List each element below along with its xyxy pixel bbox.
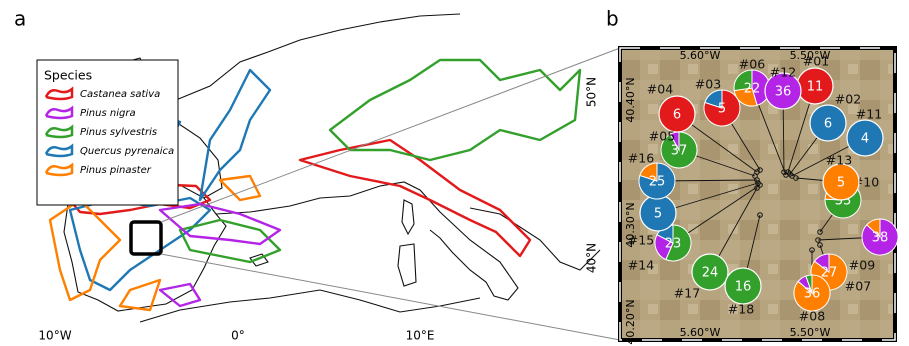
lon-label: 5.60°W <box>680 326 721 339</box>
site-pie: 6 <box>659 96 695 132</box>
site-label: #12 <box>770 65 796 80</box>
site-label: #06 <box>739 57 765 72</box>
legend-title: Species <box>44 68 92 83</box>
site-count: 5 <box>718 102 726 117</box>
zoom-line <box>161 254 620 340</box>
lon-label: 10°W <box>38 329 71 343</box>
site-label: #14 <box>628 258 654 273</box>
site-label: #13 <box>826 153 852 168</box>
site-count: 37 <box>671 144 688 159</box>
site-count: 25 <box>649 175 666 190</box>
site-pie: 16 <box>725 268 761 304</box>
site-count: 11 <box>807 80 824 95</box>
site-label: #11 <box>856 107 882 122</box>
site-pie: 22 <box>734 70 770 106</box>
site-count: 4 <box>861 132 869 147</box>
site-pie: 25 <box>639 163 675 199</box>
site-pie: 11 <box>797 68 833 104</box>
site-count: 36 <box>804 287 821 302</box>
site-count: 6 <box>824 117 832 132</box>
study-area-box <box>131 222 161 254</box>
lat-label: 50°N <box>585 77 599 107</box>
site-count: 6 <box>673 108 681 123</box>
lon-label: 0° <box>231 329 245 343</box>
legend-label: Castanea sativa <box>80 89 160 100</box>
legend-label: Quercus pyrenaica <box>80 146 174 157</box>
site-label: #01 <box>803 54 829 69</box>
site-label: #18 <box>728 302 754 317</box>
site-pie: 38 <box>862 219 898 255</box>
site-pie: 4 <box>847 120 883 156</box>
site-count: 5 <box>837 176 845 191</box>
site-label: #04 <box>647 82 673 97</box>
panel-label: b <box>606 7 619 31</box>
site-pie: 5 <box>640 195 676 231</box>
lat-label: 40°N <box>585 243 599 273</box>
site-pie: 36 <box>794 275 830 311</box>
panel-label: a <box>14 7 26 31</box>
site-label: #16 <box>628 151 654 166</box>
site-count: 23 <box>665 237 682 252</box>
site-pie: 5 <box>704 90 740 126</box>
site-count: 36 <box>775 85 792 100</box>
lon-label: 10°E <box>406 329 435 343</box>
site-label: #09 <box>849 258 875 273</box>
site-label: #03 <box>695 77 721 92</box>
site-count: 22 <box>744 82 761 97</box>
site-label: #08 <box>799 309 825 324</box>
site-label: #02 <box>835 92 861 107</box>
lon-label: 5.60°W <box>680 49 721 62</box>
legend-label: Pinus pinaster <box>80 165 152 176</box>
lat-label: 40.20°N <box>624 299 637 344</box>
site-count: 38 <box>872 231 889 246</box>
site-label: #07 <box>845 279 871 294</box>
legend-label: Pinus nigra <box>80 108 136 119</box>
site-pie: 5 <box>823 164 859 200</box>
figure: a b Species 10°W 0° 10°E 50°N 40°N 5.60°… <box>0 0 909 346</box>
lon-label: 5.50°W <box>790 326 831 339</box>
legend-label: Pinus sylvestris <box>80 127 157 138</box>
lat-label: 40.40°N <box>624 77 637 122</box>
site-count: 24 <box>702 266 719 281</box>
site-count: 5 <box>654 207 662 222</box>
site-label: #05 <box>649 129 675 144</box>
site-label: #15 <box>628 233 654 248</box>
site-count: 16 <box>735 280 752 295</box>
site-pie: 6 <box>810 105 846 141</box>
site-label: #17 <box>674 286 700 301</box>
